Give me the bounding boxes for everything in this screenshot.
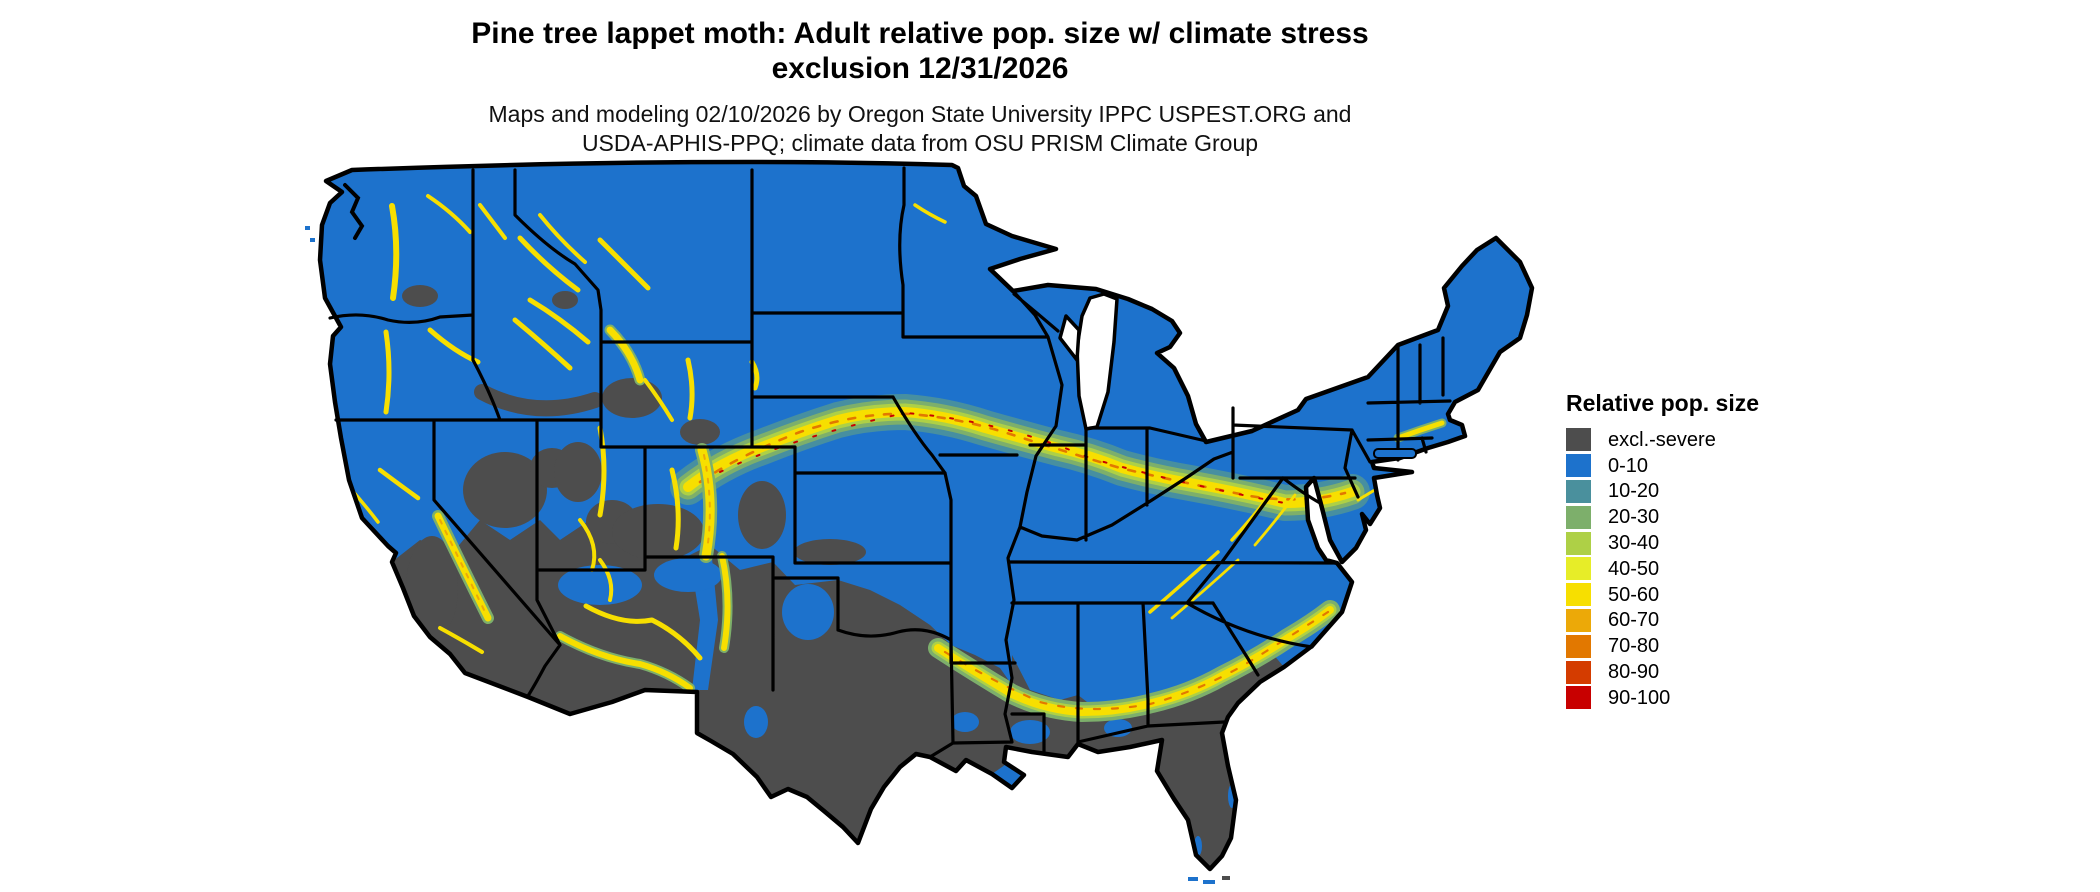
legend-item-label: 50-60 — [1608, 583, 1660, 606]
legend-item: 60-70 — [1566, 608, 1806, 634]
map-western-mountain-streaks — [348, 194, 1445, 691]
legend-item: 80-90 — [1566, 659, 1806, 685]
legend-item: excl.-severe — [1566, 427, 1806, 453]
page-title-line2: exclusion 12/31/2026 — [771, 52, 1069, 85]
legend-color-swatch — [1566, 428, 1591, 452]
state-borders — [328, 166, 1452, 759]
legend-item: 30-40 — [1566, 530, 1806, 556]
legend-item-label: 40-50 — [1608, 557, 1660, 580]
legend-rows: excl.-severe 0-10 10-20 20-30 30-40 40-50 50-6… — [1566, 427, 1806, 711]
legend-item: 0-10 — [1566, 453, 1806, 479]
subtitle-line1: Maps and modeling 02/10/2026 by Oregon S… — [488, 101, 1352, 127]
legend-item-label: 90-100 — [1608, 686, 1671, 709]
map-midwest-population-band — [670, 394, 1370, 521]
map-raster-layers — [320, 161, 1532, 869]
legend-item-label: 70-80 — [1608, 635, 1660, 658]
map-legend: Relative pop. size excl.-severe 0-10 10-20… — [1566, 390, 1806, 711]
legend-color-swatch — [1566, 454, 1591, 478]
legend-item-label: 0-10 — [1608, 454, 1649, 477]
legend-color-swatch — [1566, 583, 1591, 607]
page-title-line1: Pine tree lappet moth: Adult relative po… — [471, 17, 1369, 50]
legend-item: 70-80 — [1566, 633, 1806, 659]
legend-item-label: 60-70 — [1608, 609, 1660, 632]
title-block: Pine tree lappet moth: Adult relative po… — [0, 16, 1840, 158]
legend-color-swatch — [1566, 479, 1591, 503]
legend-item-label: 20-30 — [1608, 506, 1660, 529]
legend-item-label: 80-90 — [1608, 661, 1660, 684]
legend-color-swatch — [1566, 686, 1591, 710]
puget-sound-coastline — [343, 183, 365, 240]
legend-item-label: 30-40 — [1608, 532, 1660, 555]
legend-color-swatch — [1566, 531, 1591, 555]
legend-item-label: 10-20 — [1608, 480, 1660, 503]
legend-item: 40-50 — [1566, 556, 1806, 582]
legend-color-swatch — [1566, 660, 1591, 684]
legend-title: Relative pop. size — [1566, 390, 1760, 416]
legend-item: 20-30 — [1566, 504, 1806, 530]
subtitle-line2: USDA-APHIS-PPQ; climate data from OSU PR… — [581, 130, 1259, 156]
legend-item: 10-20 — [1566, 479, 1806, 505]
legend-item: 50-60 — [1566, 582, 1806, 608]
legend-color-swatch — [1566, 557, 1591, 581]
legend-color-swatch — [1566, 634, 1591, 658]
legend-color-swatch — [1566, 608, 1591, 632]
islands-and-keys — [305, 226, 1417, 884]
page-subtitle: Maps and modeling 02/10/2026 by Oregon S… — [0, 100, 1840, 158]
legend-color-swatch — [1566, 505, 1591, 529]
legend-item-label: excl.-severe — [1608, 428, 1716, 451]
legend-item: 90-100 — [1566, 685, 1806, 711]
